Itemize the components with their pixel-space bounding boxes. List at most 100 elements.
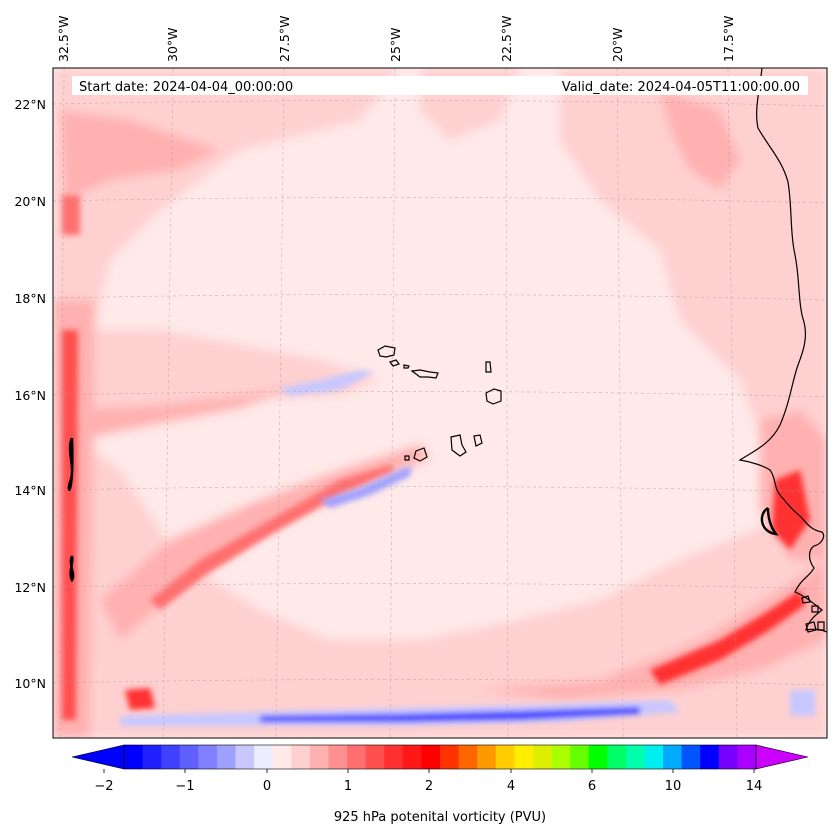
pv-core-diagonal <box>150 465 395 610</box>
colorbar-swatch <box>328 745 348 769</box>
colorbar-swatch <box>644 745 664 769</box>
start-date-label: Start date: 2024-04-04_00:00:00 <box>79 80 293 95</box>
gridline-lat-12n <box>53 583 827 590</box>
colorbar-frame <box>123 744 757 770</box>
pv-region-northeast <box>560 68 827 520</box>
colorbar-swatch <box>421 745 441 769</box>
colorbar-swatch <box>495 745 515 769</box>
negative-pv-northern <box>280 370 375 396</box>
colorbar-tick-labels: −2 −1 0 1 2 4 6 10 14 <box>94 779 762 794</box>
colorbar-swatch <box>477 745 497 769</box>
latitude-labels: 22°N 20°N 18°N 16°N 14°N 12°N 10°N <box>14 97 46 691</box>
colorbar-swatch <box>124 745 143 769</box>
pv-band-southeast <box>480 560 827 700</box>
pv-core-southeast <box>650 590 805 685</box>
cape-verde-sao-vicente <box>389 359 400 367</box>
colorbar-tick-label: 14 <box>746 779 763 794</box>
map-frame <box>52 67 828 739</box>
gridline-lat-16n <box>53 391 827 398</box>
colorbar-label: 925 hPa potenital vorticity (PVU) <box>334 810 546 825</box>
colorbar-swatch <box>198 745 218 769</box>
colorbar-swatch <box>625 745 645 769</box>
negative-pv-streaks <box>120 370 815 726</box>
colorbar-tick-label: −2 <box>94 779 113 794</box>
colorbar-tick-label: −1 <box>175 779 194 794</box>
cape-verde-brava <box>404 455 410 461</box>
cape-verde-santa-luzia <box>403 364 410 369</box>
pv-two-contours <box>67 437 779 583</box>
lat-label-22n: 22°N <box>14 97 46 112</box>
cape-verde-sal <box>485 361 492 373</box>
gridline-lon-20w <box>616 68 624 738</box>
pv-band-diagonal <box>100 445 430 640</box>
cape-verde-sao-nicolau <box>410 369 439 379</box>
colorbar: −2 −1 0 1 2 4 6 10 14 925 hPa potenital … <box>71 744 809 825</box>
negative-pv-southern-core <box>260 707 640 722</box>
colorbar-over-triangle <box>755 744 809 770</box>
colorbar-swatch <box>607 745 627 769</box>
colorbar-swatch <box>309 745 329 769</box>
pv-band-west-middle <box>70 385 300 440</box>
bissagos-islands-a <box>801 595 811 604</box>
lon-label-27-5w: 27.5°W <box>277 16 292 62</box>
negative-pv-diagonal <box>320 466 412 508</box>
gridline-lat-22n <box>53 100 827 107</box>
colorbar-swatch <box>737 745 757 769</box>
pv-core-northwest <box>62 195 80 235</box>
lon-label-17-5w: 17.5°W <box>721 16 736 62</box>
lat-label-12n: 12°N <box>14 580 46 595</box>
colorbar-swatch <box>291 745 311 769</box>
lon-label-32-5w: 32.5°W <box>56 16 71 62</box>
colorbar-swatch <box>179 745 199 769</box>
colorbar-swatch <box>588 745 608 769</box>
pv-band-northeast-streak <box>660 90 740 190</box>
lat-label-20n: 20°N <box>14 194 46 209</box>
gridline-lon-30w <box>162 68 174 738</box>
gridline-lat-18n <box>53 294 827 301</box>
pv-contour-east <box>760 506 779 536</box>
pv-band-north-west-streak <box>60 110 220 200</box>
gridline-lon-32-5w <box>59 68 65 738</box>
lon-label-30w: 30°W <box>165 27 180 62</box>
pv-core-east-coast <box>772 470 810 550</box>
colorbar-ticks <box>103 769 755 773</box>
coastlines <box>377 68 827 633</box>
longitude-labels: 32.5°W 30°W 27.5°W 25°W 22.5°W 20°W 17.5… <box>56 16 736 62</box>
colorbar-swatch <box>440 745 459 769</box>
colorbar-tick-label: 0 <box>263 779 271 794</box>
colorbar-swatch <box>700 745 720 769</box>
gridline-lat-14n <box>53 486 827 493</box>
colorbar-tick-label: 4 <box>507 779 515 794</box>
colorbar-tick-label: 10 <box>665 779 682 794</box>
colorbar-tick-label: 6 <box>588 779 596 794</box>
gridline-lon-17-5w <box>727 68 738 738</box>
lat-label-10n: 10°N <box>14 676 46 691</box>
colorbar-swatch <box>235 745 255 769</box>
gridline-lon-22-5w <box>505 68 509 738</box>
africa-coastline <box>738 68 827 633</box>
colorbar-swatch <box>365 745 385 769</box>
gridline-lon-25w <box>389 68 396 738</box>
colorbar-swatch <box>718 745 738 769</box>
map-panel: Start date: 2024-04-04_00:00:00 Valid_da… <box>52 67 828 739</box>
pv-contour-west-lower <box>69 555 75 583</box>
lon-label-20w: 20°W <box>610 27 625 62</box>
pv-core-west-edge <box>62 330 78 720</box>
lat-label-18n: 18°N <box>14 291 46 306</box>
bissagos-islands-d <box>817 621 825 631</box>
colorbar-swatch <box>161 745 181 769</box>
colorbar-tick-label: 1 <box>344 779 352 794</box>
gridline-lon-27-5w <box>275 68 285 738</box>
colorbar-swatch <box>514 745 534 769</box>
gridline-lat-10n <box>53 679 827 686</box>
lon-label-22-5w: 22.5°W <box>499 16 514 62</box>
colorbar-swatch <box>458 745 478 769</box>
negative-pv-east <box>790 690 815 716</box>
colorbar-swatch <box>532 745 552 769</box>
colorbar-swatch <box>142 745 162 769</box>
valid-date-label: Valid_date: 2024-04-05T11:00:00.00 <box>562 80 800 95</box>
cape-verde-boa-vista <box>485 388 502 405</box>
cape-verde-santiago <box>450 434 467 457</box>
colorbar-swatch <box>663 745 683 769</box>
